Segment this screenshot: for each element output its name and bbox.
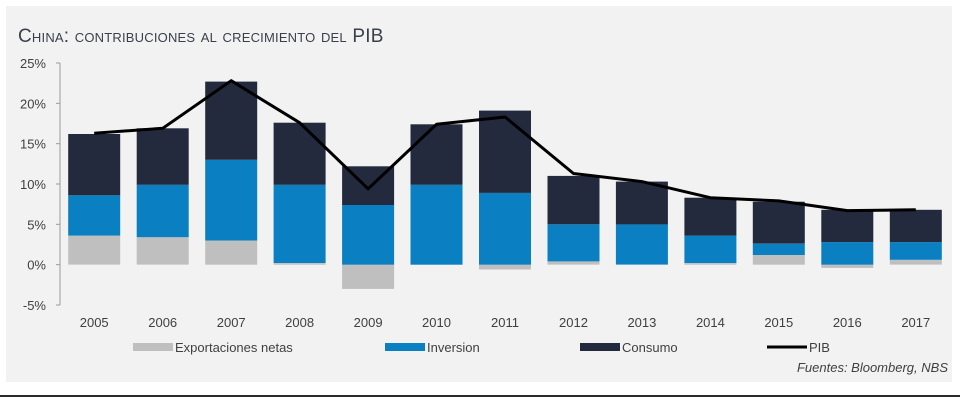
bar-inversion-2016: [821, 242, 874, 265]
bar-exportaciones-netas-2017: [889, 259, 942, 265]
bar-inversion-2008: [273, 184, 326, 263]
bar-consumo-2012: [547, 175, 600, 225]
bar-inversion-2012: [547, 224, 600, 262]
bar-inversion-2014: [684, 235, 737, 263]
bar-inversion-2013: [615, 224, 668, 265]
bar-inversion-2015: [752, 243, 805, 255]
y-tick-label: 25%: [20, 56, 46, 71]
bar-exportaciones-netas-2007: [205, 240, 258, 265]
bar-exportaciones-netas-2009: [342, 264, 395, 289]
bar-consumo-2006: [136, 128, 189, 185]
y-tick-label: 20%: [20, 96, 46, 111]
bottom-divider: [0, 395, 960, 397]
bar-consumo-2017: [889, 209, 942, 243]
x-tick-label: 2016: [833, 315, 862, 330]
gdp-line: [94, 79, 916, 213]
x-tick-label: 2007: [217, 315, 246, 330]
x-tick-label: 2015: [764, 315, 793, 330]
chart-title: China: contribuciones al crecimiento del…: [18, 26, 384, 47]
legend-label-inversion: Inversion: [427, 340, 480, 355]
x-axis: 2005 2006 2007 2008 2009 2010 2011 2012 2013 2014…: [80, 315, 931, 330]
bar-exportaciones-netas-2015: [752, 255, 805, 265]
bar-exportaciones-netas-2008: [273, 263, 326, 265]
legend: Exportaciones netas Inversion Consumo PIB: [133, 340, 830, 355]
y-tick-label: 15%: [20, 137, 46, 152]
legend-swatch-inversion: [385, 343, 425, 351]
y-axis: -5% 0% 5% 10% 15% 20% 25%: [20, 56, 61, 313]
legend-label-pib: PIB: [809, 340, 830, 355]
x-tick-label: 2012: [559, 315, 588, 330]
bar-consumo-2008: [273, 122, 326, 185]
bar-consumo-2010: [410, 124, 463, 185]
legend-label-consumo: Consumo: [622, 340, 678, 355]
bar-consumo-2011: [479, 110, 531, 193]
x-tick-label: 2013: [627, 315, 656, 330]
bar-inversion-2010: [410, 184, 463, 265]
bar-inversion-2009: [342, 205, 395, 265]
bar-exportaciones-netas-2006: [136, 237, 189, 265]
x-tick-label: 2014: [696, 315, 725, 330]
x-tick-label: 2017: [901, 315, 930, 330]
bar-consumo-2007: [205, 81, 258, 160]
bar-exportaciones-netas-2005: [68, 235, 121, 265]
x-tick-label: 2006: [148, 315, 177, 330]
y-tick-label: -5%: [23, 298, 47, 313]
bar-exportaciones-netas-2014: [684, 263, 737, 265]
bar-consumo-2005: [68, 134, 121, 196]
source-note: Fuentes: Bloomberg, NBS: [796, 360, 948, 375]
bar-inversion-2007: [205, 159, 258, 241]
bar-consumo-2015: [752, 201, 805, 244]
y-tick-label: 10%: [20, 177, 46, 192]
y-tick-label: 5%: [27, 217, 46, 232]
bar-exportaciones-netas-2016: [821, 264, 874, 268]
bar-consumo-2013: [615, 181, 668, 225]
legend-swatch-consumo: [580, 343, 620, 351]
x-tick-label: 2008: [285, 315, 314, 330]
legend-swatch-exportaciones-netas: [133, 343, 173, 351]
bar-exportaciones-netas-2011: [479, 264, 531, 270]
legend-label-exportaciones-netas: Exportaciones netas: [175, 340, 293, 355]
x-tick-label: 2010: [422, 315, 451, 330]
x-tick-label: 2005: [80, 315, 109, 330]
bar-inversion-2011: [479, 192, 531, 265]
bar-consumo-2016: [821, 209, 874, 243]
x-tick-label: 2009: [354, 315, 383, 330]
bar-inversion-2006: [136, 184, 189, 238]
bar-consumo-2014: [684, 197, 737, 236]
x-tick-label: 2011: [491, 315, 519, 330]
y-tick-label: 0%: [27, 258, 46, 273]
bar-stacks: [68, 81, 942, 289]
bar-exportaciones-netas-2012: [547, 261, 600, 265]
bar-inversion-2017: [889, 242, 942, 260]
bar-inversion-2005: [68, 195, 121, 236]
